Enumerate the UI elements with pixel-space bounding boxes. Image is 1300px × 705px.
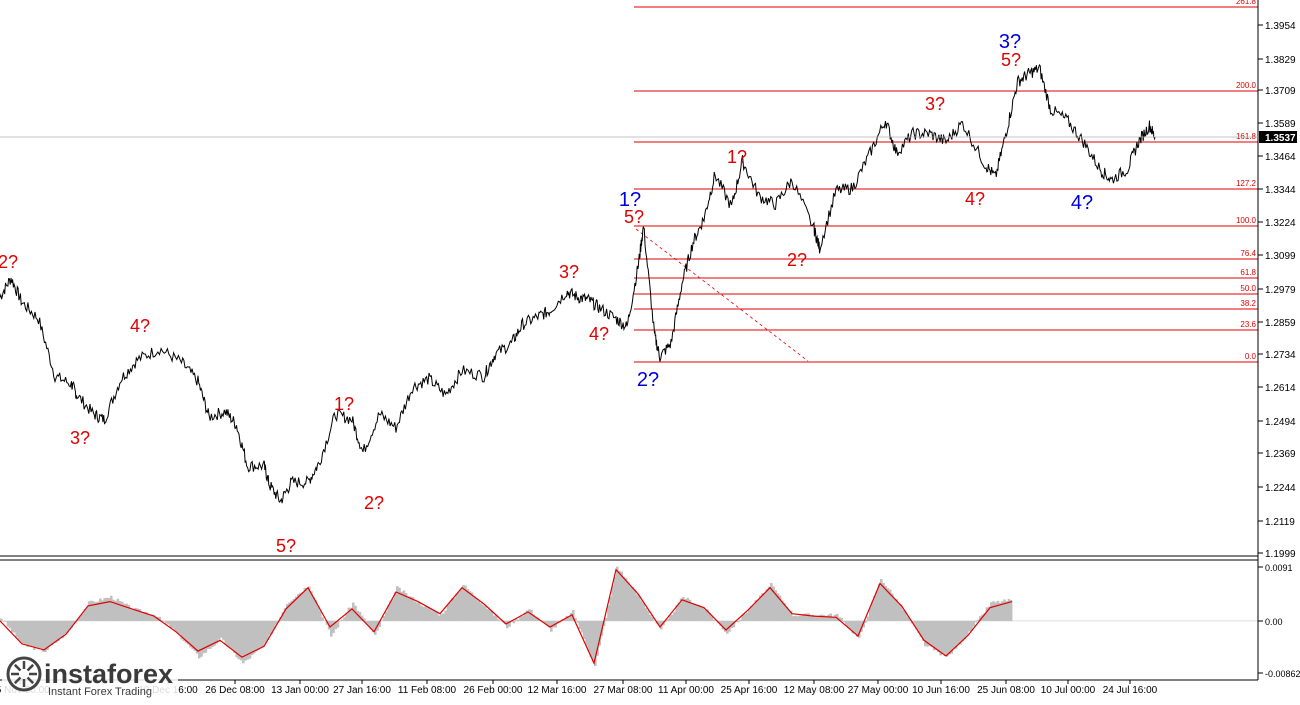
- x-tick-label: 27 Mar 08:00: [594, 685, 653, 696]
- y-tick-label: 1.3709: [1265, 86, 1296, 97]
- x-tick-label: 26 Dec 08:00: [205, 685, 265, 696]
- fib-level-label: 38.2: [1240, 299, 1256, 308]
- y-tick-label: 1.2614: [1265, 383, 1296, 394]
- wave-label: 4?: [965, 189, 985, 209]
- x-tick-label: 25 Apr 16:00: [721, 685, 778, 696]
- osc-histogram-bar: [513, 621, 516, 623]
- y-tick-label: 1.3224: [1265, 218, 1296, 229]
- y-tick-label: 1.2494: [1265, 417, 1296, 428]
- y-tick-label: 1.2734: [1265, 350, 1296, 361]
- fib-level-label: 161.8: [1236, 132, 1257, 141]
- osc-histogram-bar: [339, 621, 342, 622]
- y-tick-label: 1.3344: [1265, 185, 1296, 196]
- osc-histogram-bar: [497, 619, 500, 621]
- y-tick-label: 1.3589: [1265, 119, 1296, 130]
- fibonacci-levels: 261.8 200.0 161.8 127.2 100.0 76.4 61.8 50.0 38.…: [634, 0, 1258, 362]
- fib-level-label: 261.8: [1236, 0, 1257, 6]
- osc-histogram-bar: [713, 620, 716, 621]
- wave-label: 4?: [130, 316, 150, 336]
- x-tick-label: 26 Feb 00:00: [464, 685, 523, 696]
- fib-level-label: 23.6: [1240, 320, 1256, 329]
- price-series: [0, 65, 1155, 503]
- wave-label: 3?: [559, 262, 579, 282]
- wave-label: 5?: [276, 536, 296, 556]
- x-tick-label: 11 Apr 00:00: [658, 685, 714, 696]
- y-tick-label: 1.2244: [1265, 483, 1296, 494]
- wave-label: 4?: [1071, 192, 1093, 214]
- fib-level-label: 61.8: [1240, 268, 1256, 277]
- osc-histogram-bar: [865, 621, 868, 623]
- wave-label: 5?: [1001, 50, 1021, 70]
- wave-label: 2?: [787, 250, 807, 270]
- wave-label: 1?: [334, 394, 354, 414]
- osc-histogram-bar: [975, 621, 978, 622]
- x-tick-label: 12 May 08:00: [784, 685, 845, 696]
- y-tick-label: 1.1999: [1265, 549, 1296, 560]
- x-tick-label: 10 Jun 16:00: [912, 685, 970, 696]
- fib-level-label: 76.4: [1240, 249, 1256, 258]
- x-tick-label: 24 Jul 16:00: [1103, 685, 1158, 696]
- wave-label: 5?: [624, 207, 644, 227]
- x-tick-label: 11 Feb 08:00: [398, 685, 457, 696]
- x-tick-label: 10 Jul 00:00: [1041, 685, 1096, 696]
- wave-label: 2?: [0, 252, 18, 272]
- y-tick-label: 1.2119: [1265, 517, 1295, 528]
- x-tick-label: 25 Jun 08:00: [977, 685, 1035, 696]
- oscillator-panel: [0, 567, 1258, 666]
- fib-level-label: 50.0: [1240, 284, 1256, 293]
- wave-label: 2?: [637, 369, 659, 391]
- y-tick-label: 1.3954: [1265, 21, 1296, 32]
- osc-tick-label: 0.00: [1265, 617, 1283, 627]
- wave-label: 3?: [925, 94, 945, 114]
- wave-label: 1?: [727, 147, 747, 167]
- y-tick-label: 1.2859: [1265, 318, 1296, 329]
- x-tick-label: 12 Mar 16:00: [528, 685, 587, 696]
- current-price-label: 1.3537: [1265, 133, 1296, 144]
- osc-tick-label: 0.0091: [1265, 563, 1293, 573]
- x-tick-label: 13 Jan 00:00: [271, 685, 329, 696]
- y-tick-label: 1.3829: [1265, 55, 1296, 66]
- y-tick-label: 1.3099: [1265, 251, 1296, 262]
- osc-histogram-bar: [1010, 600, 1013, 621]
- fib-level-label: 200.0: [1236, 81, 1257, 90]
- osc-histogram-bar: [737, 621, 740, 622]
- osc-histogram-bar: [321, 617, 324, 621]
- y-tick-label: 1.2979: [1265, 285, 1296, 296]
- wave-label: 2?: [364, 493, 384, 513]
- osc-histogram-bar: [840, 618, 843, 621]
- x-tick-label: 27 May 00:00: [848, 685, 909, 696]
- x-tick-label: 27 Jan 16:00: [333, 685, 391, 696]
- fib-level-label: 100.0: [1236, 216, 1257, 225]
- logo-brand-text: instaforex: [44, 659, 173, 689]
- wave-label: 3?: [70, 428, 90, 448]
- fib-trend-line: [636, 229, 808, 361]
- wave-label: 4?: [589, 324, 609, 344]
- y-tick-label: 1.2369: [1265, 449, 1296, 460]
- osc-tick-label: -0.00862: [1265, 669, 1300, 679]
- fib-level-label: 127.2: [1236, 179, 1257, 188]
- logo-tagline-text: Instant Forex Trading: [48, 686, 152, 698]
- price-line: [0, 65, 1155, 503]
- fib-level-label: 0.0: [1245, 352, 1257, 361]
- y-tick-label: 1.3464: [1265, 152, 1296, 163]
